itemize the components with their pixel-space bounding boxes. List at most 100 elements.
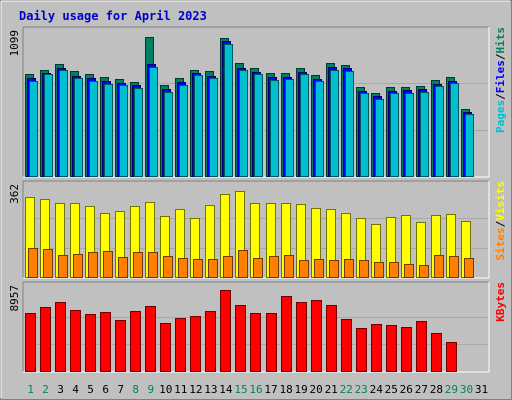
bar-kbytes-day-21	[326, 305, 337, 372]
x-tick-label-day-14: 14	[219, 383, 233, 396]
bar-sites-day-3	[58, 255, 68, 278]
bar-pages-day-7	[119, 85, 128, 177]
legend: Sites/Visits	[494, 181, 507, 261]
bar-kbytes-day-28	[431, 333, 442, 372]
x-tick-label-day-12: 12	[189, 383, 202, 396]
bar-pages-day-15	[239, 70, 248, 177]
bar-pages-day-28	[435, 86, 444, 177]
bar-kbytes-day-25	[386, 325, 397, 372]
bar-kbytes-day-9	[145, 306, 156, 372]
bar-pages-day-16	[254, 74, 263, 177]
panel-1: 1099 Pages/Files/Hits	[8, 26, 507, 178]
x-axis-day-labels: 1 2 3 4 5 6 7 8 9 10 11 12 13 14 15 16 17 18 19 20 21 22 23 24 2…	[27, 383, 488, 396]
bar-sites-day-12	[193, 259, 203, 278]
bar-sites-day-26	[404, 264, 414, 278]
bar-kbytes-day-8	[130, 311, 141, 372]
bar-kbytes-day-3	[55, 302, 66, 372]
legend: Pages/Files/Hits	[494, 27, 507, 133]
bar-kbytes-day-18	[281, 296, 292, 372]
bar-pages-day-21	[330, 70, 339, 177]
x-tick-label-day-4: 4	[72, 383, 79, 396]
bar-pages-day-26	[405, 93, 414, 177]
bar-kbytes-day-20	[311, 300, 322, 372]
bar-sites-day-28	[434, 255, 444, 278]
bar-kbytes-day-7	[115, 320, 126, 372]
bar-sites-day-14	[223, 256, 233, 278]
bar-kbytes-day-23	[356, 328, 367, 372]
bar-kbytes-day-17	[266, 313, 277, 372]
bar-sites-day-16	[253, 258, 263, 278]
bar-kbytes-day-22	[341, 319, 352, 372]
bar-sites-day-9	[148, 252, 158, 278]
x-tick-label-day-11: 11	[174, 383, 187, 396]
bar-sites-day-18	[284, 255, 294, 278]
bar-sites-day-13	[208, 259, 218, 278]
bar-pages-day-25	[390, 93, 399, 177]
x-tick-label-day-15: 15	[234, 383, 247, 396]
x-tick-label-day-1: 1	[27, 383, 34, 396]
chart-title: Daily usage for April 2023	[19, 9, 207, 23]
bar-pages-day-24	[375, 99, 384, 177]
bar-pages-day-13	[209, 78, 218, 177]
x-tick-label-day-2: 2	[42, 383, 49, 396]
legend-entry: /	[494, 220, 507, 227]
x-tick-label-day-6: 6	[102, 383, 109, 396]
x-tick-label-day-27: 27	[415, 383, 428, 396]
bar-kbytes-day-29	[446, 342, 457, 372]
bar-pages-day-23	[360, 93, 369, 177]
bar-pages-day-4	[74, 78, 83, 177]
bar-kbytes-day-15	[235, 305, 246, 372]
bar-pages-day-2	[44, 74, 53, 177]
bar-pages-day-27	[420, 92, 429, 177]
bar-sites-day-11	[178, 258, 188, 278]
bar-sites-day-1	[28, 248, 38, 278]
panel-2: 362 Sites/Visits	[8, 180, 507, 279]
legend-entry: KBytes	[494, 282, 507, 322]
bar-sites-day-22	[344, 259, 354, 278]
bar-kbytes-day-2	[40, 307, 51, 372]
y-max-label: 1099	[8, 30, 21, 57]
bar-pages-day-17	[270, 80, 279, 177]
bar-sites-day-21	[329, 260, 339, 278]
bar-sites-day-7	[118, 257, 128, 278]
x-tick-label-day-8: 8	[132, 383, 139, 396]
legend-entry: Visits	[494, 181, 507, 221]
bar-kbytes-day-4	[70, 310, 81, 372]
bar-pages-day-29	[450, 83, 459, 177]
x-tick-label-day-30: 30	[460, 383, 473, 396]
bar-sites-day-17	[269, 256, 279, 278]
x-tick-label-day-25: 25	[385, 383, 398, 396]
x-tick-label-day-29: 29	[445, 383, 458, 396]
bar-kbytes-day-27	[416, 321, 427, 372]
bar-kbytes-day-6	[100, 312, 111, 372]
bar-kbytes-day-26	[401, 327, 412, 372]
bar-kbytes-day-5	[85, 314, 96, 372]
bar-pages-day-5	[89, 81, 98, 177]
bar-sites-day-24	[374, 262, 384, 278]
bar-pages-day-19	[300, 74, 309, 177]
bar-pages-day-14	[224, 44, 233, 177]
x-tick-label-day-21: 21	[325, 383, 338, 396]
bar-pages-day-12	[194, 75, 203, 177]
bar-pages-day-8	[134, 88, 143, 177]
bar-sites-day-10	[163, 256, 173, 278]
bar-kbytes-day-11	[175, 318, 186, 372]
bar-sites-day-20	[314, 259, 324, 278]
bar-kbytes-day-13	[205, 311, 216, 372]
bar-sites-day-27	[419, 265, 429, 278]
y-max-label: 8957	[8, 285, 21, 312]
legend: KBytes	[494, 282, 507, 322]
x-tick-label-day-18: 18	[279, 383, 292, 396]
x-tick-label-day-5: 5	[87, 383, 94, 396]
bar-sites-day-2	[43, 249, 53, 278]
x-tick-label-day-7: 7	[117, 383, 124, 396]
bar-kbytes-day-1	[25, 313, 36, 372]
x-tick-label-day-9: 9	[147, 383, 154, 396]
x-tick-label-day-22: 22	[340, 383, 353, 396]
bar-kbytes-day-10	[160, 323, 171, 372]
legend-entry: /	[494, 53, 507, 60]
panel-3: 8957 KBytes	[8, 281, 507, 373]
x-tick-label-day-26: 26	[400, 383, 413, 396]
bar-sites-day-23	[359, 260, 369, 278]
bar-sites-day-6	[103, 251, 113, 278]
